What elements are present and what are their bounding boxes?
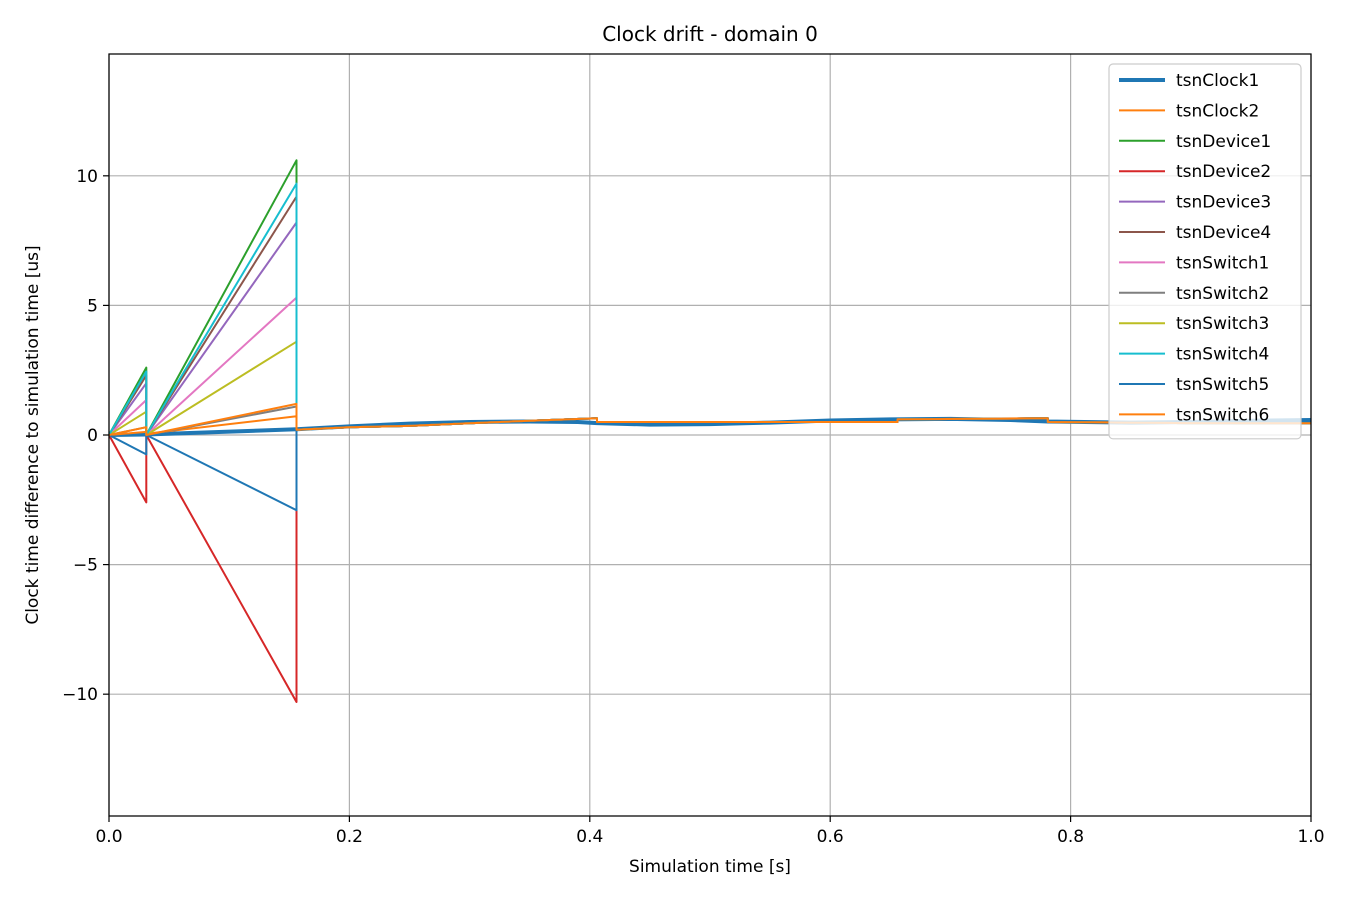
legend: tsnClock1 tsnClock2 tsnDevice1 tsnDevice2 ts… [1108,63,1302,440]
legend-label: tsnSwitch2 [1176,284,1269,304]
legend-label: tsnClock2 [1176,101,1259,121]
legend-label: tsnDevice1 [1176,132,1271,152]
y-tick-label: 0 [87,426,98,446]
legend-label: tsnDevice3 [1176,193,1271,213]
y-tick-label: 5 [87,296,98,316]
legend-label: tsnDevice4 [1176,223,1271,243]
legend-label: tsnSwitch4 [1176,345,1269,365]
x-axis-label: Simulation time [s] [629,857,791,877]
x-axis-ticks: 0.0 0.2 0.4 0.6 0.8 1.0 [95,816,1325,847]
x-tick-label: 1.0 [1297,827,1324,847]
x-tick-label: 0.8 [1057,827,1084,847]
legend-box [1108,63,1302,440]
y-axis-label: Clock time difference to simulation time… [23,245,43,624]
y-tick-label: 10 [76,167,98,187]
legend-label: tsnClock1 [1176,71,1259,91]
y-tick-label: −10 [62,685,98,705]
y-axis-ticks: −10 −5 0 5 10 [62,167,109,705]
legend-label: tsnSwitch6 [1176,405,1269,425]
legend-label: tsnSwitch5 [1176,375,1269,395]
series-line-tsnSwitch6 [109,402,1311,436]
x-tick-label: 0.0 [95,827,122,847]
legend-label: tsnDevice2 [1176,162,1271,182]
x-tick-label: 0.2 [336,827,363,847]
y-tick-label: −5 [73,556,98,576]
chart-title: Clock drift - domain 0 [602,22,818,46]
series-layer [109,159,1311,703]
legend-label: tsnSwitch3 [1176,314,1269,334]
x-tick-label: 0.4 [576,827,603,847]
x-tick-label: 0.6 [817,827,844,847]
legend-label: tsnSwitch1 [1176,253,1269,273]
